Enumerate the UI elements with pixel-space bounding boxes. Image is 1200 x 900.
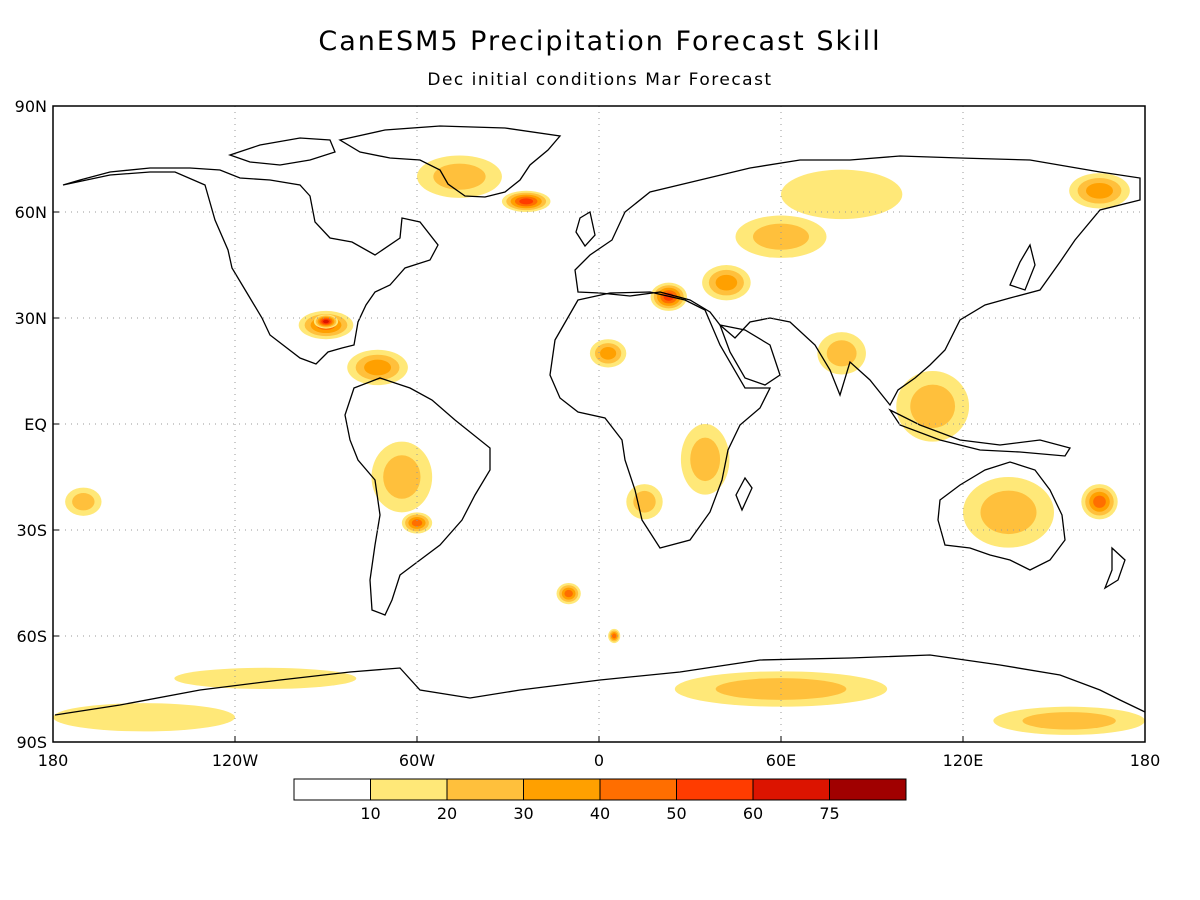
colorbar-swatch [676,778,754,801]
skill-region-5-level-2 [433,163,486,190]
colorbar-labels: 10 20 30 40 50 60 75 [360,804,839,823]
skill-region-13-level-2 [383,455,421,499]
lat-tick-label: 60S [16,627,47,646]
skill-region-17-level-2 [72,493,95,511]
figure-title: CanESM5 Precipitation Forecast Skill [318,26,882,57]
colorbar-label: 10 [360,804,380,823]
skill-region-20-level-2 [715,678,847,700]
coastline-africa [549,291,772,549]
skill-region-14-level-4 [411,519,423,527]
colorbar-label: 50 [666,804,686,823]
lat-tick-label: EQ [24,415,47,434]
coastline-japan [1009,243,1036,291]
longitude-tick-labels: 180 120W 60W 0 60E 120E 180 [38,736,1161,770]
skill-region-18-level-4 [564,589,573,598]
colorbar [293,778,907,801]
skill-region-15-level-2 [980,490,1037,535]
coastline-eurasia [574,155,1141,407]
skill-region-22-level-1 [53,703,235,732]
skill-region-21-level-2 [1022,712,1116,730]
coastline-madagascar [735,476,753,512]
skill-field [53,155,1145,735]
lat-tick-label: 60N [15,203,47,222]
skill-region-4-level-3 [364,359,392,376]
skill-region-9-level-3 [1086,182,1113,199]
skill-region-7-level-2 [753,223,809,250]
coastlines [54,125,1145,716]
skill-region-3-level-6 [323,319,329,324]
colorbar-label: 60 [743,804,763,823]
lon-tick-label: 120W [212,751,259,770]
lat-tick-label: 90S [16,733,47,752]
colorbar-swatch [829,778,907,801]
coastline-arctic-islands [227,137,336,166]
lon-tick-label: 180 [1130,751,1161,770]
skill-region-12-level-2 [633,490,656,513]
latitude-tick-labels: 90N 60N 30N EQ 30S 60S 90S [15,97,59,752]
colorbar-swatch [293,778,371,801]
coastline-indonesia [888,408,1072,457]
colorbar-swatch [446,778,524,801]
skill-region-8-level-1 [781,169,903,220]
skill-region-16-level-4 [1093,495,1106,508]
colorbar-swatch [370,778,448,801]
lon-tick-label: 0 [594,751,604,770]
colorbar-label: 40 [590,804,610,823]
coastline-antarctica [54,654,1145,716]
graticule [53,106,1145,742]
colorbar-swatch [523,778,601,801]
colorbar-swatch [752,778,830,801]
skill-region-19-level-4 [612,633,617,639]
coastline-new-zealand [1103,546,1126,590]
skill-region-23-level-1 [174,667,357,690]
colorbar-label: 75 [819,804,839,823]
skill-region-11-level-2 [690,437,721,482]
lon-tick-label: 120E [943,751,984,770]
coastline-south-america [344,377,491,616]
coastline-north-america [62,167,439,365]
coastline-greenland [338,125,562,198]
skill-region-25-level-2 [826,340,857,367]
colorbar-label: 30 [513,804,533,823]
colorbar-label: 20 [437,804,457,823]
figure-subtitle: Dec initial conditions Mar Forecast [427,70,773,90]
coastline-british-isles [575,210,596,248]
lon-tick-label: 60W [399,751,435,770]
skill-region-10-level-3 [600,347,617,360]
coastline-australia [937,461,1066,571]
skill-region-0-level-3 [715,274,738,291]
lon-tick-label: 180 [38,751,69,770]
lat-tick-label: 90N [15,97,47,116]
skill-region-6-level-5 [519,198,534,205]
skill-region-24-level-2 [910,384,956,429]
lat-tick-label: 30N [15,309,47,328]
coastline-arabia [718,324,781,386]
colorbar-swatch [599,778,677,801]
lat-tick-label: 30S [16,521,47,540]
lon-tick-label: 60E [766,751,796,770]
